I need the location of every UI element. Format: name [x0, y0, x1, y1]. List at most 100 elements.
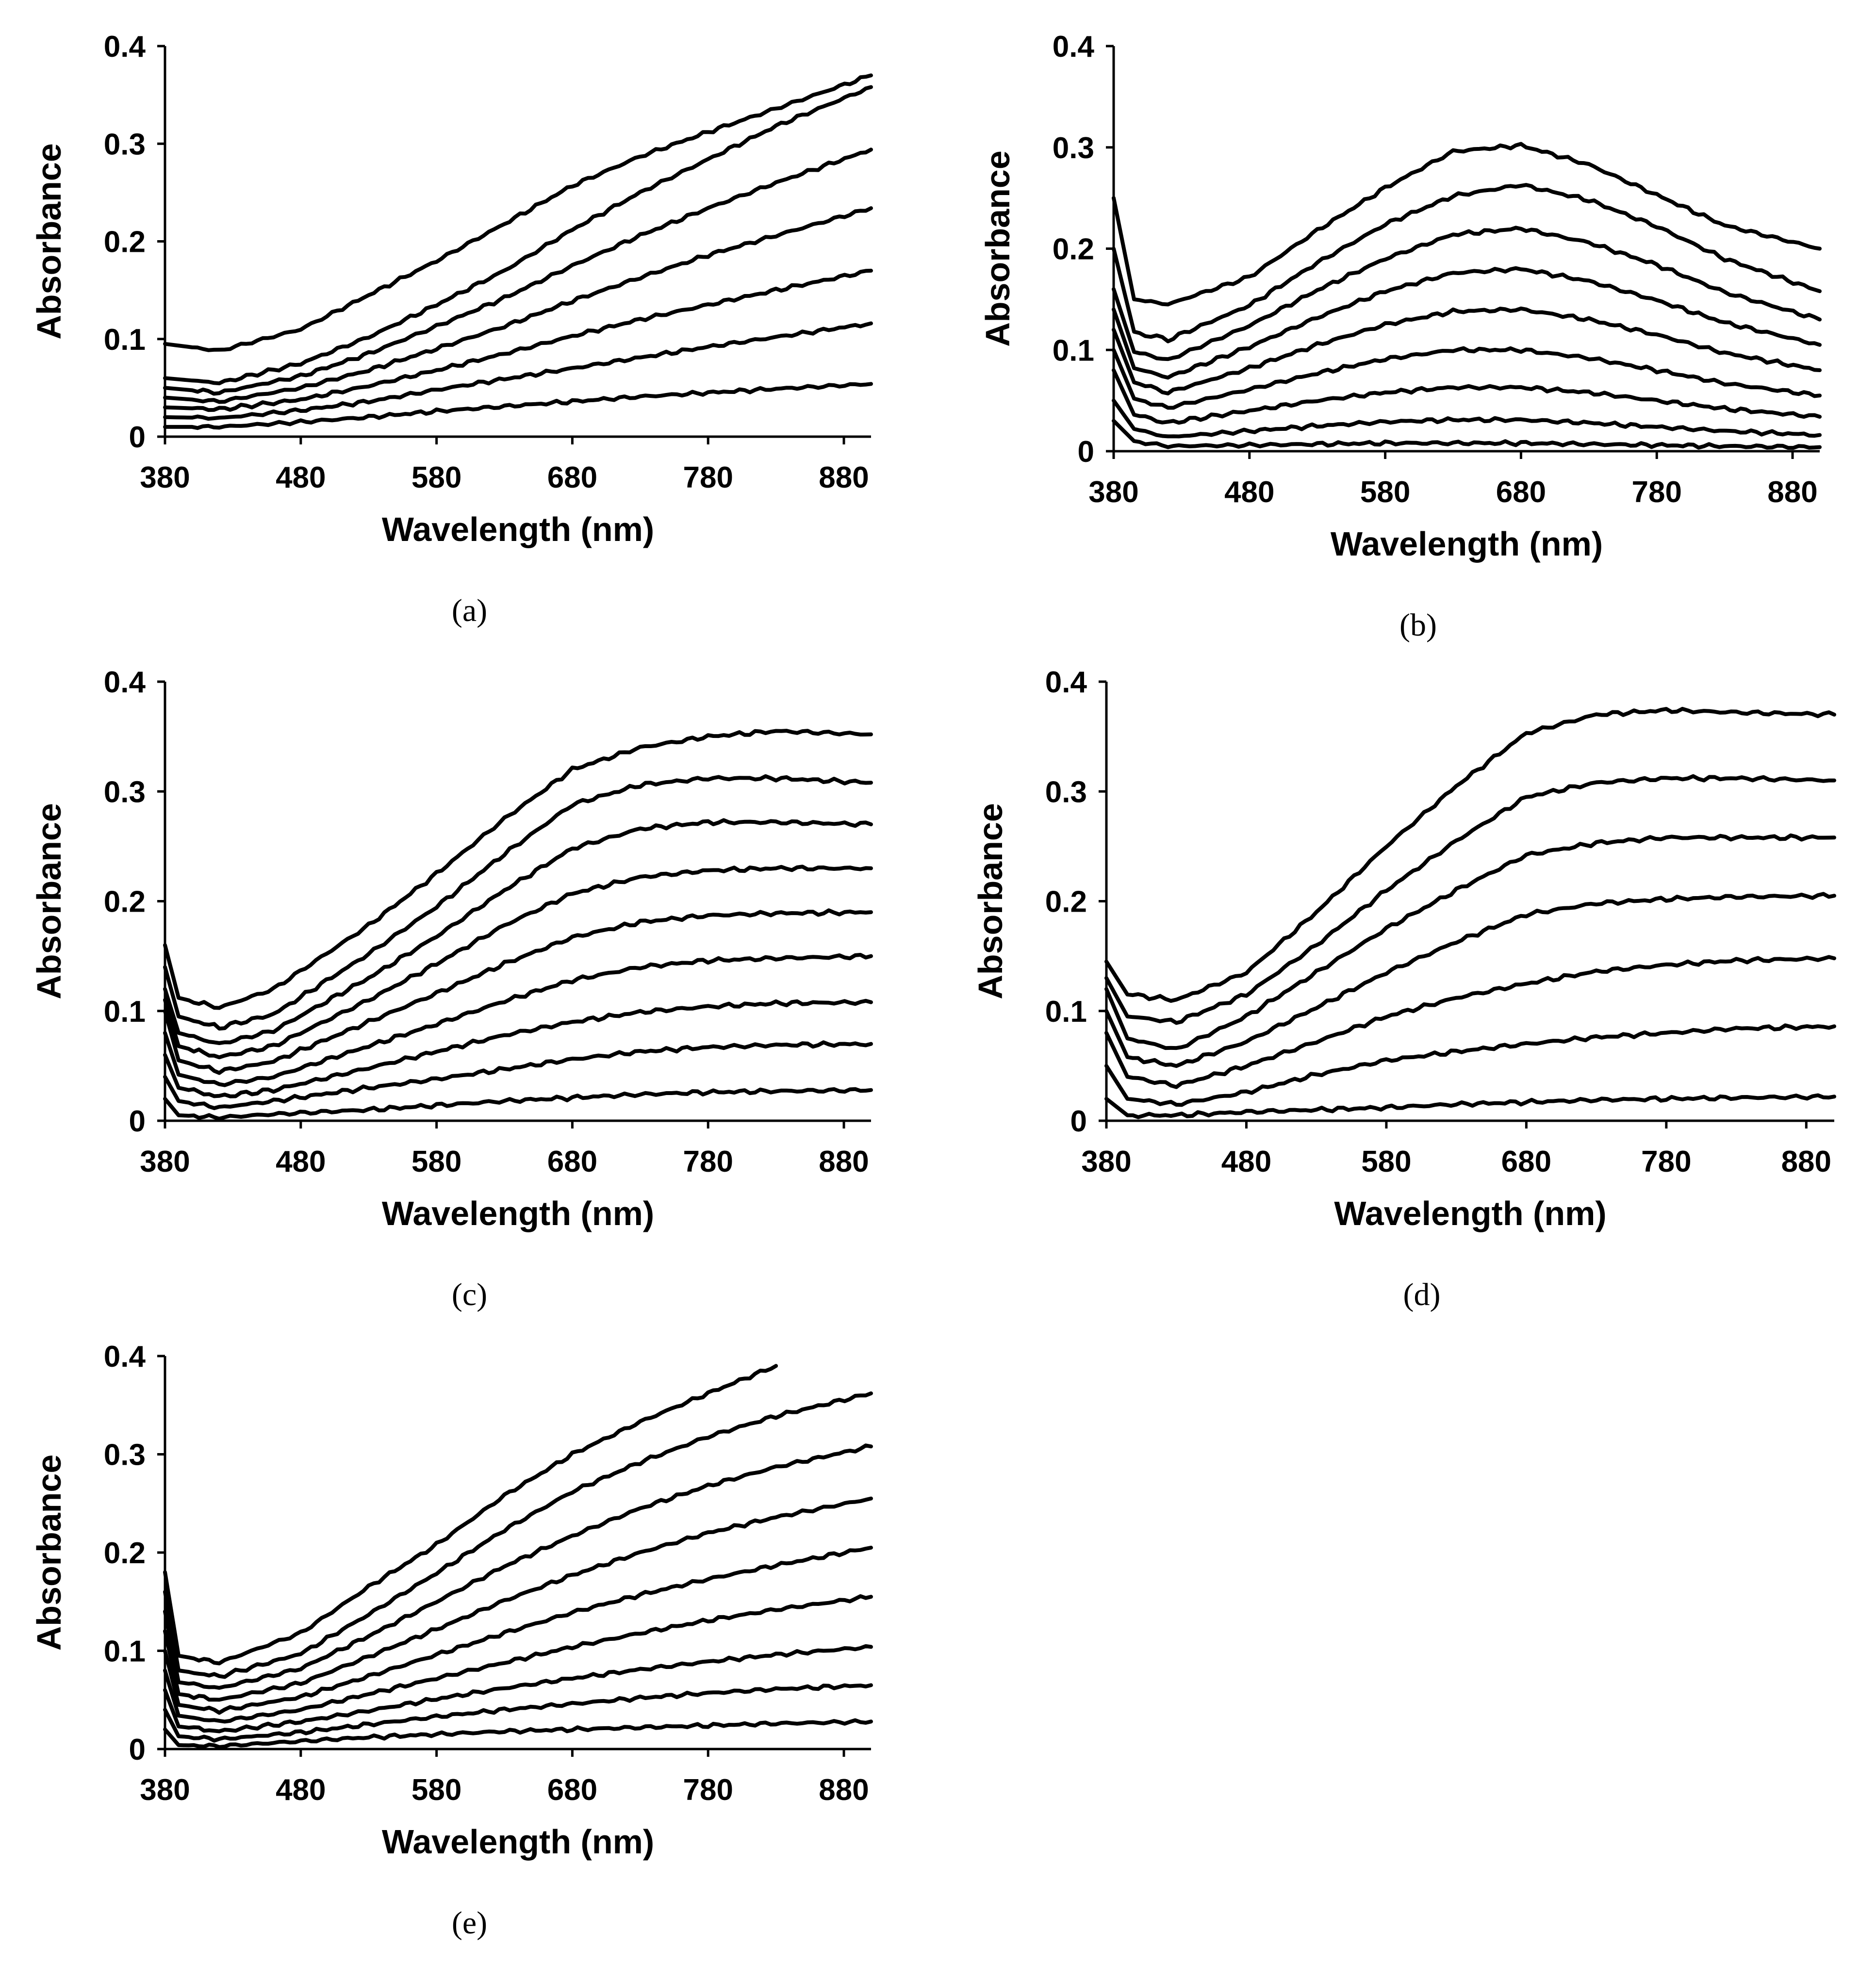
y-tick-label: 0.1	[104, 1635, 146, 1669]
series-line	[1104, 955, 1836, 1089]
series-line	[163, 729, 873, 1010]
chart-panel-b: 0 0.1 0.2 0.3 0.4 380 480 580 680 780 880 Wavelengt…	[979, 30, 1822, 643]
y-tick-label: 0.1	[104, 995, 146, 1029]
series-line	[163, 1718, 873, 1749]
series-line	[1112, 142, 1822, 307]
x-tick-label: 380	[140, 1773, 190, 1807]
series-line	[163, 865, 873, 1060]
y-tick-label: 0.2	[104, 1537, 146, 1570]
x-tick-label: 880	[819, 1145, 869, 1178]
x-tick-label: 480	[276, 461, 326, 494]
y-axis-title: Absorbance	[30, 1455, 68, 1651]
x-tick-label: 780	[683, 1145, 733, 1178]
y-axis-title: Absorbance	[971, 803, 1009, 999]
chart-panel-a: 0 0.1 0.2 0.3 0.4 380 480 580 680 780 880 Wavelengt…	[30, 30, 873, 628]
x-axis-title: Wavelength (nm)	[1334, 1194, 1606, 1232]
x-tick-label: 680	[547, 1773, 597, 1807]
x-tick-label: 480	[276, 1773, 326, 1807]
y-tick-label: 0	[129, 1105, 146, 1138]
y-tick-label: 0.3	[104, 128, 146, 161]
series-line	[163, 206, 873, 404]
series-line	[163, 73, 873, 352]
y-tick-label: 0	[129, 421, 146, 454]
x-axis-title: Wavelength (nm)	[382, 1194, 654, 1232]
chart-panel-d: 0 0.1 0.2 0.3 0.4 380 480 580 680 780 880 Wavelengt…	[971, 666, 1836, 1312]
x-tick-label: 880	[819, 1773, 869, 1807]
y-axis-title: Absorbance	[979, 150, 1017, 347]
series-line	[163, 1496, 873, 1702]
x-tick-label: 580	[411, 461, 461, 494]
series-line	[163, 1594, 873, 1724]
panel-caption: (a)	[452, 593, 487, 628]
y-tick-label: 0.2	[1045, 885, 1087, 919]
series-line	[163, 908, 873, 1075]
x-tick-label: 680	[547, 1145, 597, 1178]
panel-caption: (c)	[452, 1277, 487, 1312]
x-tick-label: 480	[276, 1145, 326, 1178]
series-line	[1112, 398, 1822, 439]
x-tick-label: 780	[1632, 475, 1682, 509]
y-axis-title: Absorbance	[30, 143, 68, 340]
series-line	[1104, 833, 1836, 1050]
y-tick-label: 0	[1078, 435, 1094, 469]
y-tick-label: 0.2	[104, 885, 146, 919]
x-axis-title: Wavelength (nm)	[1331, 525, 1603, 563]
series-line	[1112, 226, 1822, 361]
y-tick-label: 0.4	[104, 30, 146, 64]
x-tick-label: 680	[547, 461, 597, 494]
series-line	[163, 1545, 873, 1715]
series-line	[1112, 266, 1822, 380]
series-line	[163, 1683, 873, 1743]
y-tick-label: 0.4	[104, 1340, 146, 1374]
x-tick-label: 880	[1781, 1145, 1831, 1178]
series-line	[163, 1644, 873, 1734]
x-tick-label: 480	[1224, 475, 1274, 509]
y-tick-label: 0.3	[1053, 131, 1094, 165]
x-axis-title: Wavelength (nm)	[382, 510, 654, 548]
x-axis-title: Wavelength (nm)	[382, 1823, 654, 1861]
y-tick-label: 0.4	[104, 666, 146, 699]
y-tick-label: 0.3	[104, 1439, 146, 1472]
panel-caption: (e)	[452, 1905, 487, 1941]
series-line	[163, 1364, 778, 1666]
x-tick-label: 580	[1361, 1145, 1411, 1178]
series-line	[163, 818, 873, 1045]
y-tick-label: 0.1	[1045, 995, 1087, 1029]
series-line	[163, 382, 873, 430]
chart-panel-e: 0 0.1 0.2 0.3 0.4 380 480 580 680 780 880 Wavelengt…	[30, 1340, 873, 1941]
series-line	[1112, 183, 1822, 344]
series-line	[1104, 1093, 1836, 1119]
x-tick-label: 380	[140, 1145, 190, 1178]
series-line	[163, 1040, 873, 1111]
y-tick-label: 0	[129, 1733, 146, 1767]
y-axis-title: Absorbance	[30, 803, 68, 999]
y-tick-label: 0.3	[104, 775, 146, 809]
x-tick-label: 380	[140, 461, 190, 494]
panel-caption: (b)	[1399, 607, 1437, 643]
x-tick-label: 580	[411, 1773, 461, 1807]
x-tick-label: 380	[1081, 1145, 1131, 1178]
x-tick-label: 480	[1221, 1145, 1271, 1178]
y-tick-label: 0.4	[1053, 30, 1095, 64]
chart-panel-c: 0 0.1 0.2 0.3 0.4 380 480 580 680 780 880 Wavelengt…	[30, 666, 873, 1312]
y-tick-label: 0.2	[104, 226, 146, 259]
series-line	[163, 774, 873, 1031]
series-line	[1112, 368, 1822, 425]
series-line	[163, 953, 873, 1087]
series-line	[163, 1443, 873, 1690]
series-line	[163, 321, 873, 421]
series-line	[1112, 346, 1822, 410]
panel-caption: (d)	[1403, 1277, 1441, 1312]
series-line	[1104, 892, 1836, 1068]
x-tick-label: 580	[1360, 475, 1410, 509]
series-line	[1112, 306, 1822, 395]
x-tick-label: 680	[1496, 475, 1546, 509]
series-line	[1104, 706, 1836, 1003]
x-tick-label: 780	[683, 1773, 733, 1807]
x-tick-label: 680	[1501, 1145, 1551, 1178]
series-line	[163, 998, 873, 1098]
series-line	[1104, 774, 1836, 1025]
y-tick-label: 0.1	[1053, 334, 1094, 367]
